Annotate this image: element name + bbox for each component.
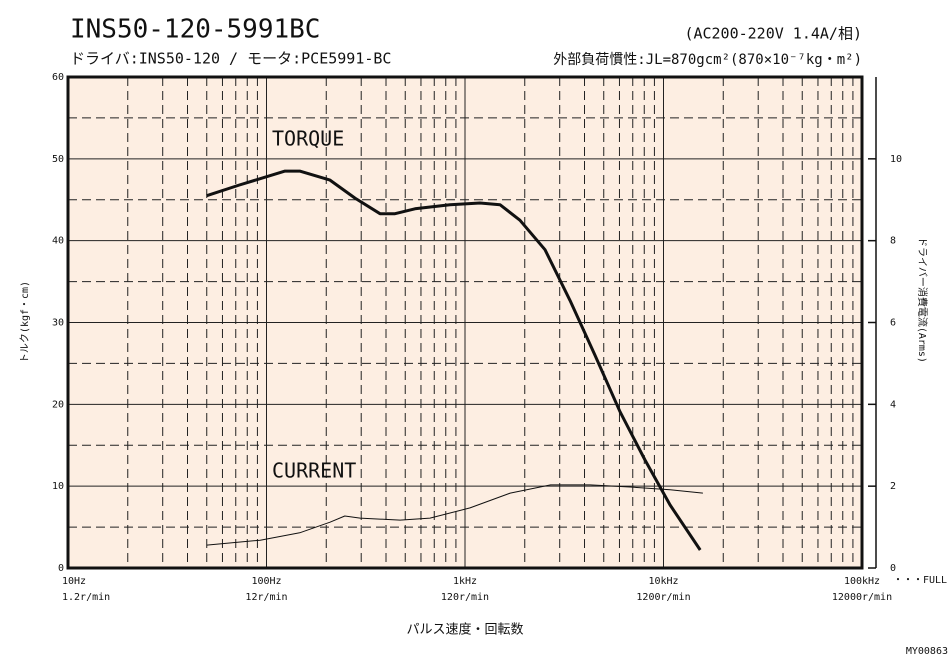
series-line: [206, 484, 703, 546]
y2-tick-label: 2: [890, 481, 896, 492]
x-tick-sublabel: 12r/min: [245, 592, 287, 603]
series-line: [206, 169, 702, 551]
y2-tick-label: 6: [890, 318, 896, 329]
x-tick-label: 1kHz: [453, 576, 477, 587]
y2-tick-label: 0: [890, 563, 896, 574]
y2-axis-label: ドライバー消費電流(Arms): [916, 237, 929, 363]
x-tick-label: 10kHz: [648, 576, 678, 587]
plot-frame: [66, 75, 864, 570]
x-tick-sublabel: 12000r/min: [832, 592, 892, 603]
series-label: CURRENT: [272, 459, 356, 483]
y-tick-label: 0: [58, 563, 64, 574]
y-axis-label: トルク(kgf・cm): [19, 281, 31, 363]
x-tick-sublabel: 120r/min: [441, 592, 489, 603]
series-label: TORQUE: [272, 127, 344, 151]
power-note: (AC200-220V 1.4A/相): [684, 25, 862, 43]
grid: [67, 76, 863, 569]
y-tick-label: 30: [52, 318, 64, 329]
y-tick-label: 40: [52, 236, 64, 247]
x-tick-label: 100Hz: [251, 576, 281, 587]
subtitle: ドライバ:INS50-120 / モータ:PCE5991-BC: [70, 50, 391, 68]
y-tick-label: 50: [52, 154, 64, 165]
y2-tick-label: 8: [890, 236, 896, 247]
x-tick-sublabel: 1200r/min: [636, 592, 690, 603]
x-tick-sublabel: 1.2r/min: [62, 592, 110, 603]
inertia-note: 外部負荷慣性:JL=870gcm²(870×10⁻⁷kg・m²): [553, 51, 862, 68]
code: MY00863: [906, 646, 948, 657]
y-tick-label: 60: [52, 72, 64, 83]
full-note: ・・・FULL: [893, 575, 947, 586]
y2-tick-label: 4: [890, 399, 896, 410]
x-tick-label: 10Hz: [62, 576, 86, 587]
x-axis-label: パルス速度・回転数: [406, 622, 523, 638]
x-tick-label: 100kHz: [844, 576, 880, 587]
y2-tick-label: 10: [890, 154, 902, 165]
y-tick-label: 10: [52, 481, 64, 492]
chart-title: INS50-120-5991BC: [70, 15, 320, 45]
y-tick-label: 20: [52, 399, 64, 410]
